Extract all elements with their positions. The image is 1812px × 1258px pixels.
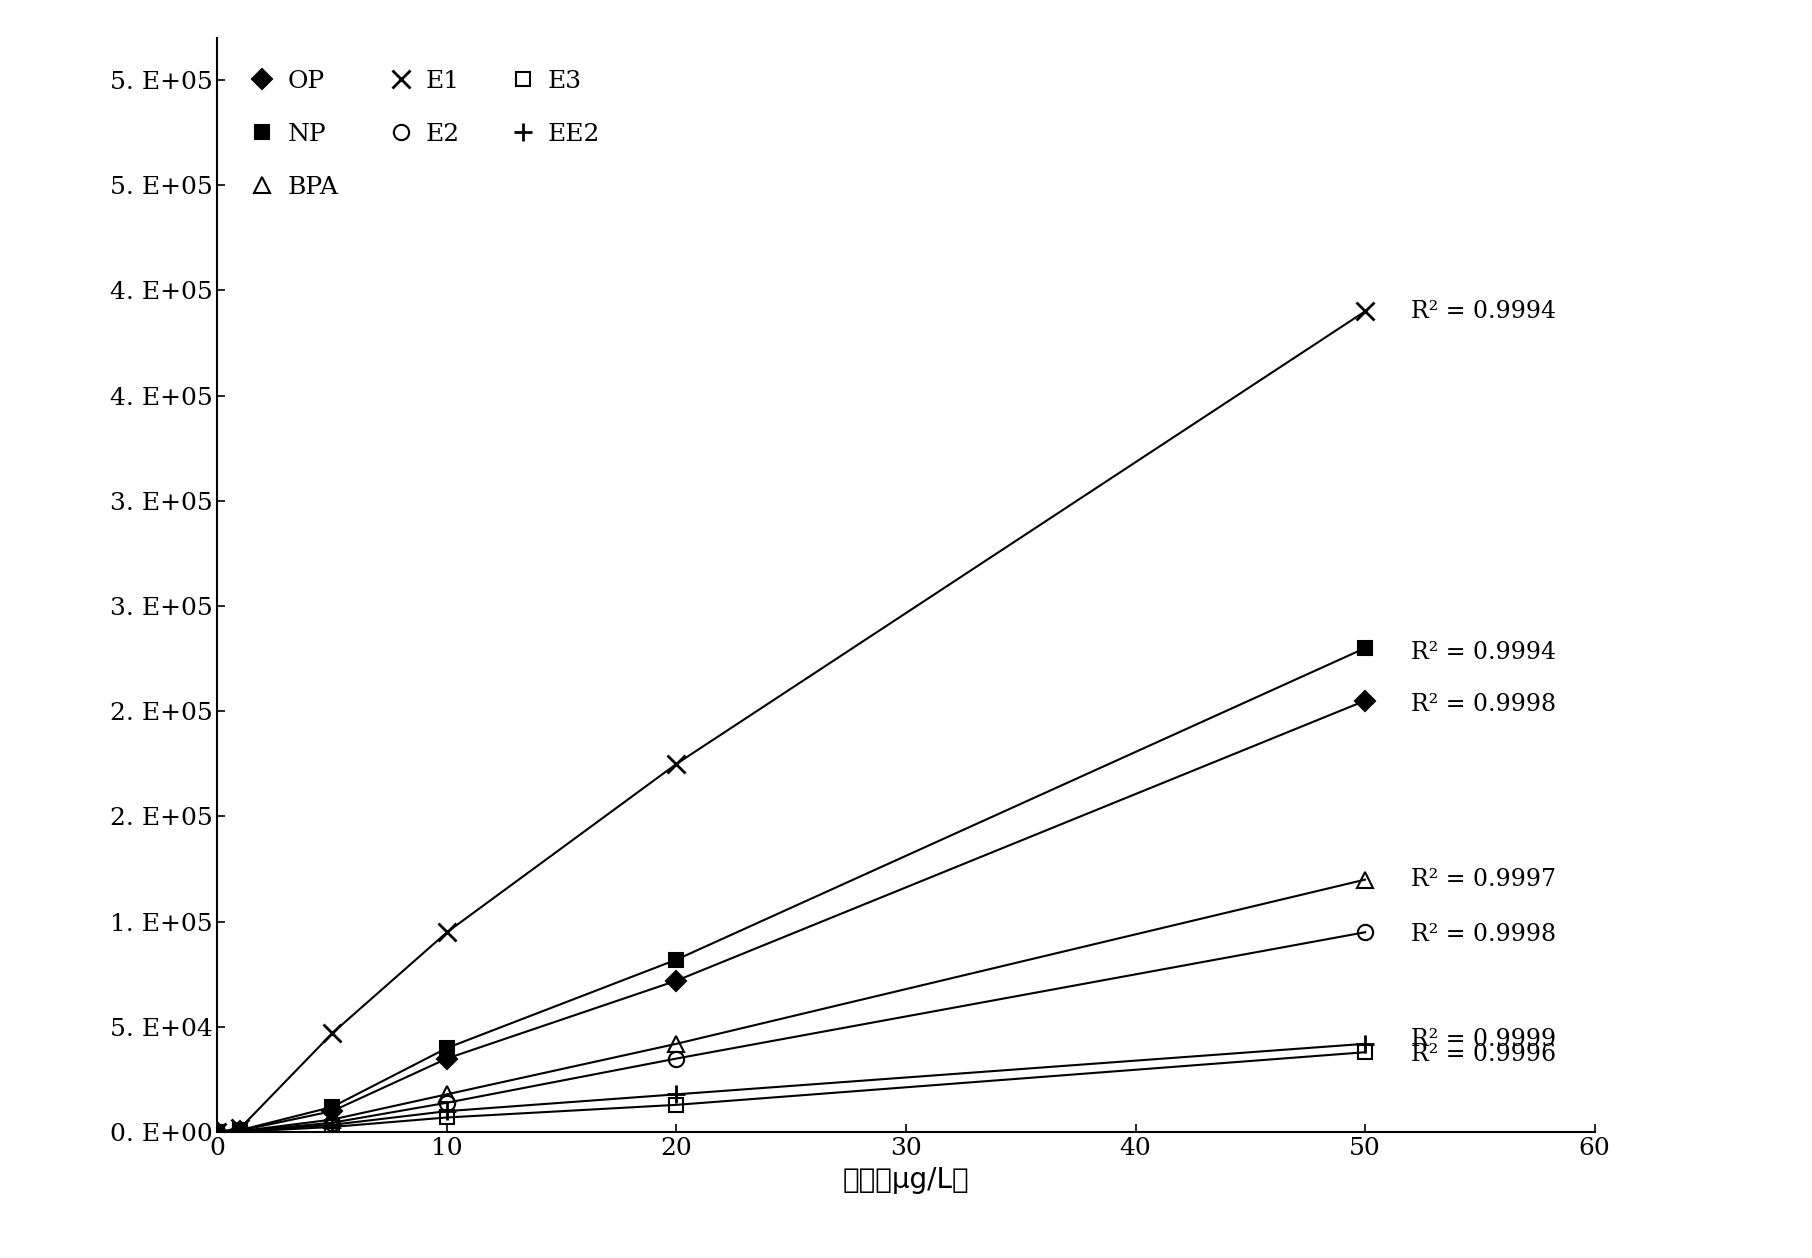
- BPA: [1354, 872, 1375, 887]
- Text: R² = 0.9998: R² = 0.9998: [1412, 693, 1557, 717]
- X-axis label: 浓度（μg/L）: 浓度（μg/L）: [843, 1166, 969, 1194]
- E3: [437, 1110, 458, 1125]
- NP: [321, 1099, 342, 1115]
- Line: NP: NP: [210, 642, 1372, 1140]
- NP: [437, 1040, 458, 1055]
- OP: [321, 1103, 342, 1118]
- Line: EE2: EE2: [208, 1035, 1373, 1141]
- Text: R² = 0.9994: R² = 0.9994: [1412, 640, 1557, 664]
- Line: BPA: BPA: [210, 872, 1373, 1140]
- OP: [437, 1050, 458, 1066]
- Legend: OP, NP, BPA, E1, E2, E3, EE2: OP, NP, BPA, E1, E2, E3, EE2: [230, 50, 620, 219]
- E1: [665, 756, 687, 771]
- E2: [437, 1096, 458, 1111]
- E2: [321, 1115, 342, 1130]
- Text: R² = 0.9999: R² = 0.9999: [1412, 1028, 1557, 1052]
- EE2: [207, 1125, 228, 1140]
- Line: E2: E2: [210, 925, 1373, 1140]
- OP: [1354, 693, 1375, 708]
- EE2: [1354, 1037, 1375, 1052]
- Line: E3: E3: [210, 1045, 1372, 1140]
- Text: R² = 0.9994: R² = 0.9994: [1412, 299, 1557, 323]
- Line: OP: OP: [210, 693, 1372, 1140]
- NP: [1354, 640, 1375, 655]
- E3: [665, 1097, 687, 1112]
- E2: [1354, 925, 1375, 940]
- E1: [230, 1121, 252, 1136]
- EE2: [437, 1103, 458, 1118]
- OP: [665, 974, 687, 989]
- Text: R² = 0.9996: R² = 0.9996: [1412, 1043, 1557, 1066]
- OP: [207, 1125, 228, 1140]
- OP: [230, 1123, 252, 1138]
- NP: [207, 1125, 228, 1140]
- E3: [321, 1120, 342, 1135]
- BPA: [665, 1037, 687, 1052]
- NP: [665, 952, 687, 967]
- E2: [665, 1050, 687, 1066]
- E1: [321, 1025, 342, 1040]
- Line: E1: E1: [208, 302, 1373, 1141]
- BPA: [437, 1087, 458, 1102]
- E1: [207, 1125, 228, 1140]
- BPA: [230, 1123, 252, 1138]
- E1: [1354, 303, 1375, 318]
- NP: [230, 1122, 252, 1137]
- EE2: [665, 1087, 687, 1102]
- BPA: [207, 1125, 228, 1140]
- E1: [437, 925, 458, 940]
- EE2: [230, 1123, 252, 1138]
- EE2: [321, 1117, 342, 1132]
- E3: [230, 1125, 252, 1140]
- E2: [230, 1123, 252, 1138]
- E3: [1354, 1044, 1375, 1059]
- E3: [207, 1125, 228, 1140]
- E2: [207, 1125, 228, 1140]
- Text: R² = 0.9997: R² = 0.9997: [1412, 868, 1557, 891]
- Text: R² = 0.9998: R² = 0.9998: [1412, 923, 1557, 946]
- BPA: [321, 1112, 342, 1127]
